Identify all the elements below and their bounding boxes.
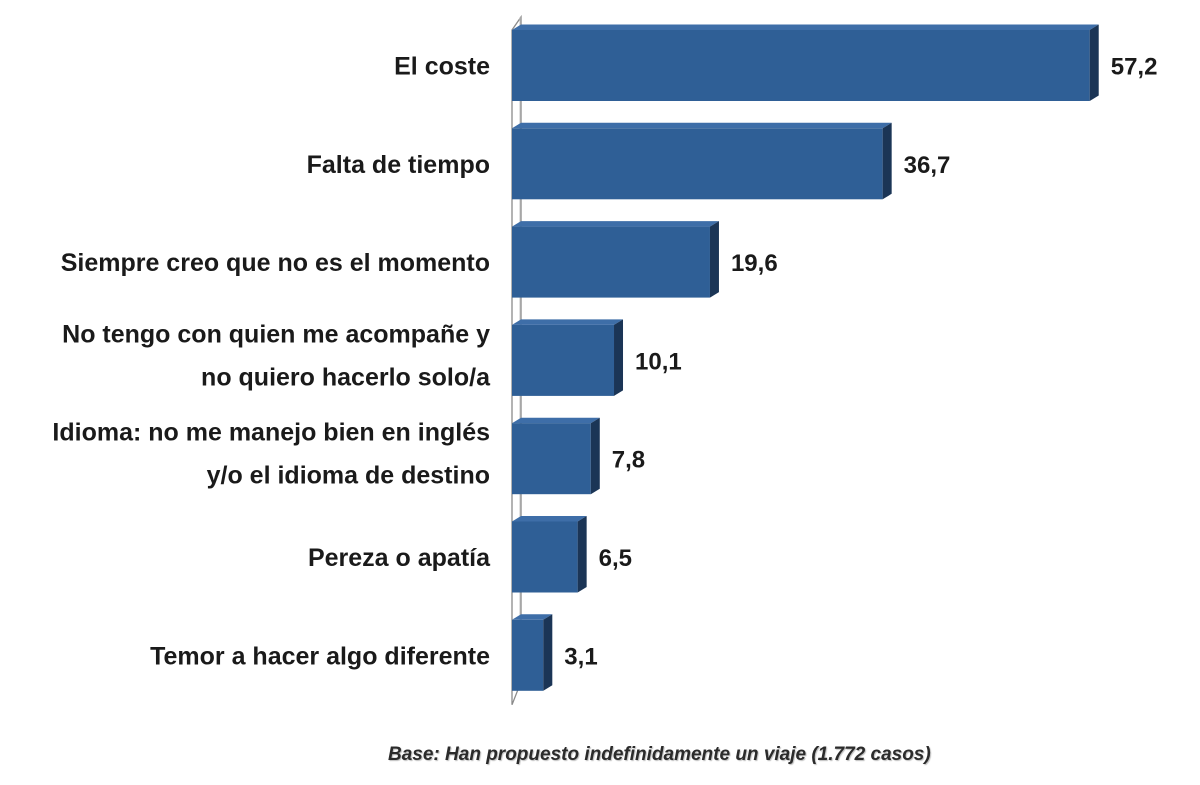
- bar-side-face: [1089, 24, 1099, 101]
- value-label: 7,8: [612, 447, 645, 474]
- category-label: Temor a hacer algo diferente: [150, 642, 490, 670]
- value-label: 19,6: [731, 250, 778, 277]
- bar-side-face: [882, 122, 892, 200]
- bar-top-face: [512, 417, 600, 424]
- bar-side-face: [577, 516, 587, 593]
- bar-side-face: [543, 614, 553, 691]
- bar-top-face: [512, 319, 624, 325]
- bar: [512, 423, 591, 495]
- value-label: 6,5: [599, 545, 632, 572]
- bar-top-face: [512, 122, 892, 129]
- bar-top-face: [512, 24, 1099, 30]
- category-label: No tengo con quien me acompañe y: [62, 320, 490, 348]
- bar: [512, 619, 544, 691]
- bar-top-face: [512, 221, 719, 227]
- bar-side-face: [614, 319, 624, 396]
- category-label: Idioma: no me manejo bien en inglés: [52, 419, 490, 447]
- bar: [512, 521, 578, 593]
- value-label: 3,1: [564, 643, 597, 670]
- bar: [512, 324, 615, 396]
- category-label: Pereza o apatía: [308, 544, 491, 572]
- value-label: 36,7: [904, 152, 951, 179]
- category-label: no quiero hacerlo solo/a: [201, 363, 491, 391]
- value-label: 57,2: [1111, 54, 1158, 81]
- bar-chart: 57,2 El coste 36,7 Falta de tiempo 19,6 Siemp…: [52, 14, 1158, 706]
- category-label: y/o el idioma de destino: [207, 462, 490, 490]
- category-label: Falta de tiempo: [307, 151, 490, 179]
- bar-top-face: [512, 516, 587, 522]
- bar-side-face: [709, 221, 719, 298]
- category-label: El coste: [394, 53, 490, 81]
- bar: [512, 128, 883, 200]
- bar: [512, 226, 710, 298]
- base-footnote: Base: Han propuesto indefinidamente un v…: [388, 744, 931, 765]
- value-label: 10,1: [635, 348, 682, 375]
- bar-top-face: [512, 614, 553, 620]
- bar: [512, 30, 1090, 101]
- category-label: Siempre creo que no es el momento: [61, 249, 490, 277]
- bar-side-face: [590, 417, 600, 495]
